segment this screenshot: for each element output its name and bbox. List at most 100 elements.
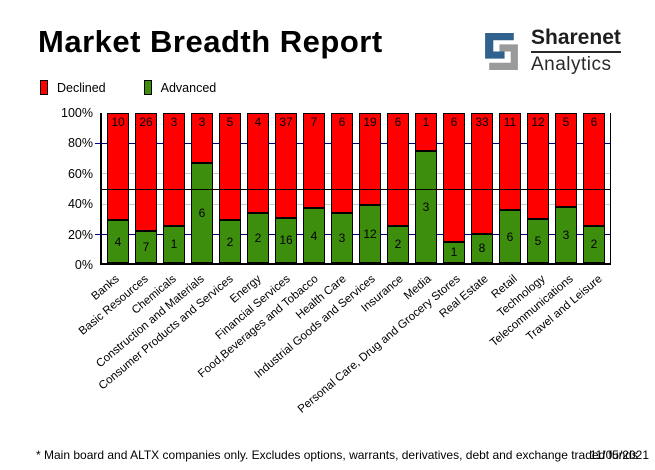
y-axis-label-80: 80% bbox=[67, 136, 93, 151]
bar-industrial-goods-and-services: 19 12 bbox=[359, 113, 381, 263]
plot-area: 10 4 26 7 3 1 3 6 5 2 4 2 37 16 7 4 6 3 19 12 6 2 1 3 6 1 33 8 11 6 12… bbox=[95, 113, 611, 265]
bar-real-estate: 33 8 bbox=[471, 113, 493, 263]
declined-segment: 10 bbox=[107, 113, 129, 221]
advanced-segment: 2 bbox=[583, 225, 605, 263]
declined-value-label: 33 bbox=[475, 115, 489, 129]
advanced-value-label: 1 bbox=[170, 237, 178, 252]
advanced-swatch-icon bbox=[143, 80, 152, 95]
declined-segment: 12 bbox=[527, 113, 549, 219]
declined-segment: 6 bbox=[387, 113, 409, 226]
advanced-value-label: 2 bbox=[590, 237, 598, 252]
logo-blue-shape bbox=[485, 33, 514, 60]
declined-segment: 7 bbox=[303, 113, 325, 209]
declined-value-label: 12 bbox=[531, 115, 545, 129]
advanced-segment: 3 bbox=[555, 206, 577, 263]
footnote: * Main board and ALTX companies only. Ex… bbox=[36, 448, 638, 462]
gridline-60 bbox=[102, 173, 610, 175]
report-date: 11/05/2021 bbox=[589, 448, 649, 462]
declined-value-label: 5 bbox=[226, 115, 234, 129]
y-axis-tick bbox=[95, 234, 101, 236]
y-axis-label-40: 40% bbox=[67, 197, 93, 212]
advanced-segment: 2 bbox=[219, 220, 241, 263]
y-axis-tick bbox=[95, 142, 101, 144]
legend-item-declined: Declined bbox=[40, 80, 106, 95]
declined-segment: 3 bbox=[163, 113, 185, 226]
advanced-value-label: 3 bbox=[338, 231, 346, 245]
declined-value-label: 26 bbox=[139, 115, 153, 129]
declined-value-label: 4 bbox=[254, 115, 262, 129]
declined-value-label: 6 bbox=[590, 115, 598, 129]
sharenet-logo-icon bbox=[485, 33, 518, 71]
logo-line1: Sharenet bbox=[531, 26, 621, 54]
advanced-segment: 7 bbox=[135, 231, 157, 263]
declined-value-label: 10 bbox=[111, 115, 125, 129]
declined-value-label: 1 bbox=[422, 115, 430, 129]
advanced-segment: 16 bbox=[275, 217, 297, 263]
advanced-segment: 3 bbox=[331, 213, 353, 263]
declined-segment: 6 bbox=[331, 113, 353, 213]
logo-line2: Analytics bbox=[531, 54, 612, 76]
y-axis-label-0: 0% bbox=[74, 258, 93, 272]
advanced-segment: 8 bbox=[471, 233, 493, 263]
advanced-value-label: 2 bbox=[394, 237, 402, 252]
advanced-value-label: 5 bbox=[534, 233, 542, 248]
advanced-value-label: 4 bbox=[114, 234, 122, 249]
advanced-segment: 2 bbox=[387, 225, 409, 263]
advanced-segment: 3 bbox=[415, 150, 437, 263]
advanced-segment: 1 bbox=[163, 225, 185, 263]
bar-retail: 11 6 bbox=[499, 113, 521, 263]
advanced-value-label: 12 bbox=[363, 226, 377, 241]
advanced-value-label: 4 bbox=[310, 228, 318, 243]
chart-legend: Declined Advanced bbox=[40, 80, 216, 95]
advanced-value-label: 3 bbox=[562, 227, 570, 242]
declined-value-label: 6 bbox=[338, 115, 346, 129]
advanced-value-label: 8 bbox=[478, 241, 486, 256]
declined-segment: 11 bbox=[499, 113, 521, 211]
logo-gray-shape bbox=[489, 44, 518, 71]
gridline-80 bbox=[102, 142, 610, 144]
advanced-value-label: 16 bbox=[279, 233, 293, 248]
legend-label-advanced: Advanced bbox=[160, 80, 217, 95]
gridline-20 bbox=[102, 234, 610, 236]
advanced-segment: 4 bbox=[107, 220, 129, 263]
bar-technology: 12 5 bbox=[527, 113, 549, 263]
declined-value-label: 6 bbox=[394, 115, 402, 129]
sharenet-analytics-logo: Sharenet Analytics bbox=[481, 26, 621, 77]
declined-segment: 5 bbox=[219, 113, 241, 221]
y-axis-label-20: 20% bbox=[67, 227, 93, 242]
declined-segment: 33 bbox=[471, 113, 493, 234]
legend-label-declined: Declined bbox=[57, 80, 106, 95]
page-title: Market Breadth Report bbox=[38, 24, 383, 59]
declined-value-label: 3 bbox=[198, 115, 206, 129]
declined-value-label: 19 bbox=[363, 115, 377, 129]
advanced-segment: 6 bbox=[191, 163, 213, 263]
legend-item-advanced: Advanced bbox=[143, 80, 217, 95]
advanced-value-label: 2 bbox=[226, 234, 234, 249]
advanced-value-label: 6 bbox=[198, 206, 206, 220]
advanced-segment: 6 bbox=[499, 210, 521, 263]
declined-segment: 6 bbox=[583, 113, 605, 226]
bars-container: 10 4 26 7 3 1 3 6 5 2 4 2 37 16 7 4 6 3 19 12 6 2 1 3 6 1 33 8 11 6 12… bbox=[102, 113, 610, 263]
gridline-50 bbox=[102, 188, 610, 190]
bar-banks: 10 4 bbox=[107, 113, 129, 263]
declined-value-label: 37 bbox=[279, 115, 293, 129]
logo-text: Sharenet Analytics bbox=[531, 26, 621, 77]
declined-segment: 4 bbox=[247, 113, 269, 213]
advanced-segment: 2 bbox=[247, 213, 269, 263]
declined-segment: 3 bbox=[191, 113, 213, 163]
declined-segment: 6 bbox=[443, 113, 465, 242]
declined-swatch-icon bbox=[40, 80, 48, 95]
declined-segment: 19 bbox=[359, 113, 381, 205]
y-axis-label-60: 60% bbox=[67, 166, 93, 181]
advanced-value-label: 2 bbox=[254, 231, 262, 245]
declined-segment: 5 bbox=[555, 113, 577, 207]
advanced-segment: 1 bbox=[443, 241, 465, 263]
